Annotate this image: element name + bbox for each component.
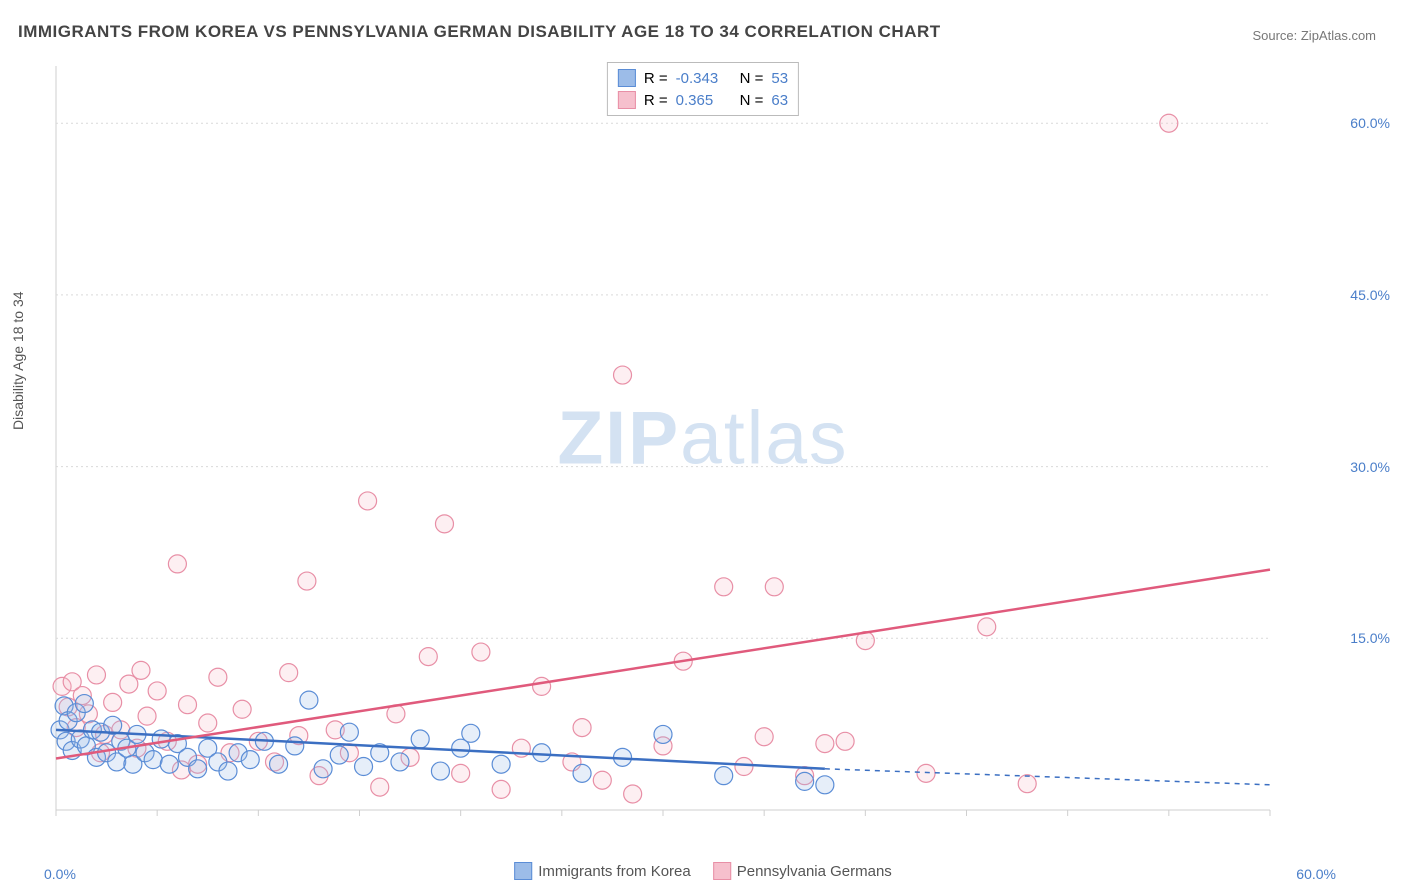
y-tick-label: 60.0% [1350,115,1390,131]
legend-row-pink: R = 0.365 N = 63 [618,89,788,111]
legend-swatch-blue [618,69,636,87]
correlation-legend: R = -0.343 N = 53 R = 0.365 N = 63 [607,62,799,116]
r-label: R = [644,70,668,87]
y-tick-label: 15.0% [1350,630,1390,646]
y-tick-label: 45.0% [1350,287,1390,303]
x-axis-end-label: 60.0% [1296,866,1336,882]
source-attribution: Source: ZipAtlas.com [1252,28,1376,43]
n-value-blue: 53 [771,70,788,87]
y-tick-label: 30.0% [1350,459,1390,475]
legend-swatch-pink [618,91,636,109]
legend-label-blue: Immigrants from Korea [538,863,691,880]
legend-item-pink: Pennsylvania Germans [713,862,892,880]
legend-row-blue: R = -0.343 N = 53 [618,67,788,89]
n-value-pink: 63 [771,92,788,109]
r-label: R = [644,92,668,109]
series-legend: Immigrants from Korea Pennsylvania Germa… [514,862,892,880]
chart-title: IMMIGRANTS FROM KOREA VS PENNSYLVANIA GE… [18,22,941,42]
n-label: N = [740,70,764,87]
r-value-blue: -0.343 [676,70,732,87]
n-label: N = [740,92,764,109]
r-value-pink: 0.365 [676,92,732,109]
legend-item-blue: Immigrants from Korea [514,862,691,880]
y-axis-label: Disability Age 18 to 34 [10,291,26,430]
legend-label-pink: Pennsylvania Germans [737,863,892,880]
plot-area [50,60,1330,830]
x-axis-start-label: 0.0% [44,866,76,882]
scatter-chart [50,60,1330,830]
legend-swatch-blue [514,862,532,880]
legend-swatch-pink [713,862,731,880]
